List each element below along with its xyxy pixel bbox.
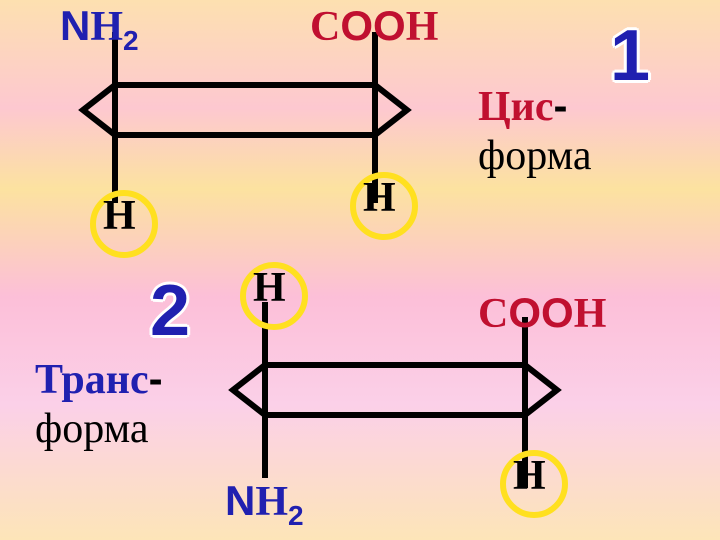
h-atom: H (406, 4, 439, 50)
o-atoms: OO (508, 289, 573, 336)
cis-label-line1: Цис- (478, 85, 568, 128)
n-atom: N (225, 477, 255, 524)
trans-nh2: NH2 (225, 480, 304, 530)
sub-2: 2 (123, 25, 139, 56)
trans-h-top: H (253, 267, 286, 309)
trans-cooh: COOH (478, 292, 606, 335)
cis-nh2: NH2 (60, 5, 139, 55)
h-atom: H (90, 4, 123, 50)
o-atoms: OO (340, 2, 405, 49)
c-atom: C (478, 291, 508, 337)
cis-label-line2: форма (478, 135, 592, 177)
trans-label-line1: Транс- (35, 358, 163, 401)
trans-number: 2 (150, 270, 190, 352)
trans-word: Транс (35, 357, 149, 403)
cis-word: Цис (478, 84, 554, 130)
cis-h-left: H (103, 195, 136, 237)
cis-h-right: H (363, 177, 396, 219)
dash: - (554, 82, 568, 129)
n-atom: N (60, 2, 90, 49)
dash: - (149, 355, 163, 402)
trans-label-line2: форма (35, 408, 149, 450)
h-atom: H (574, 291, 607, 337)
cis-cooh: COOH (310, 5, 438, 48)
trans-h-bot: H (513, 455, 546, 497)
h-atom: H (255, 479, 288, 525)
cis-number: 1 (610, 15, 650, 97)
c-atom: C (310, 4, 340, 50)
sub-2: 2 (288, 500, 304, 531)
